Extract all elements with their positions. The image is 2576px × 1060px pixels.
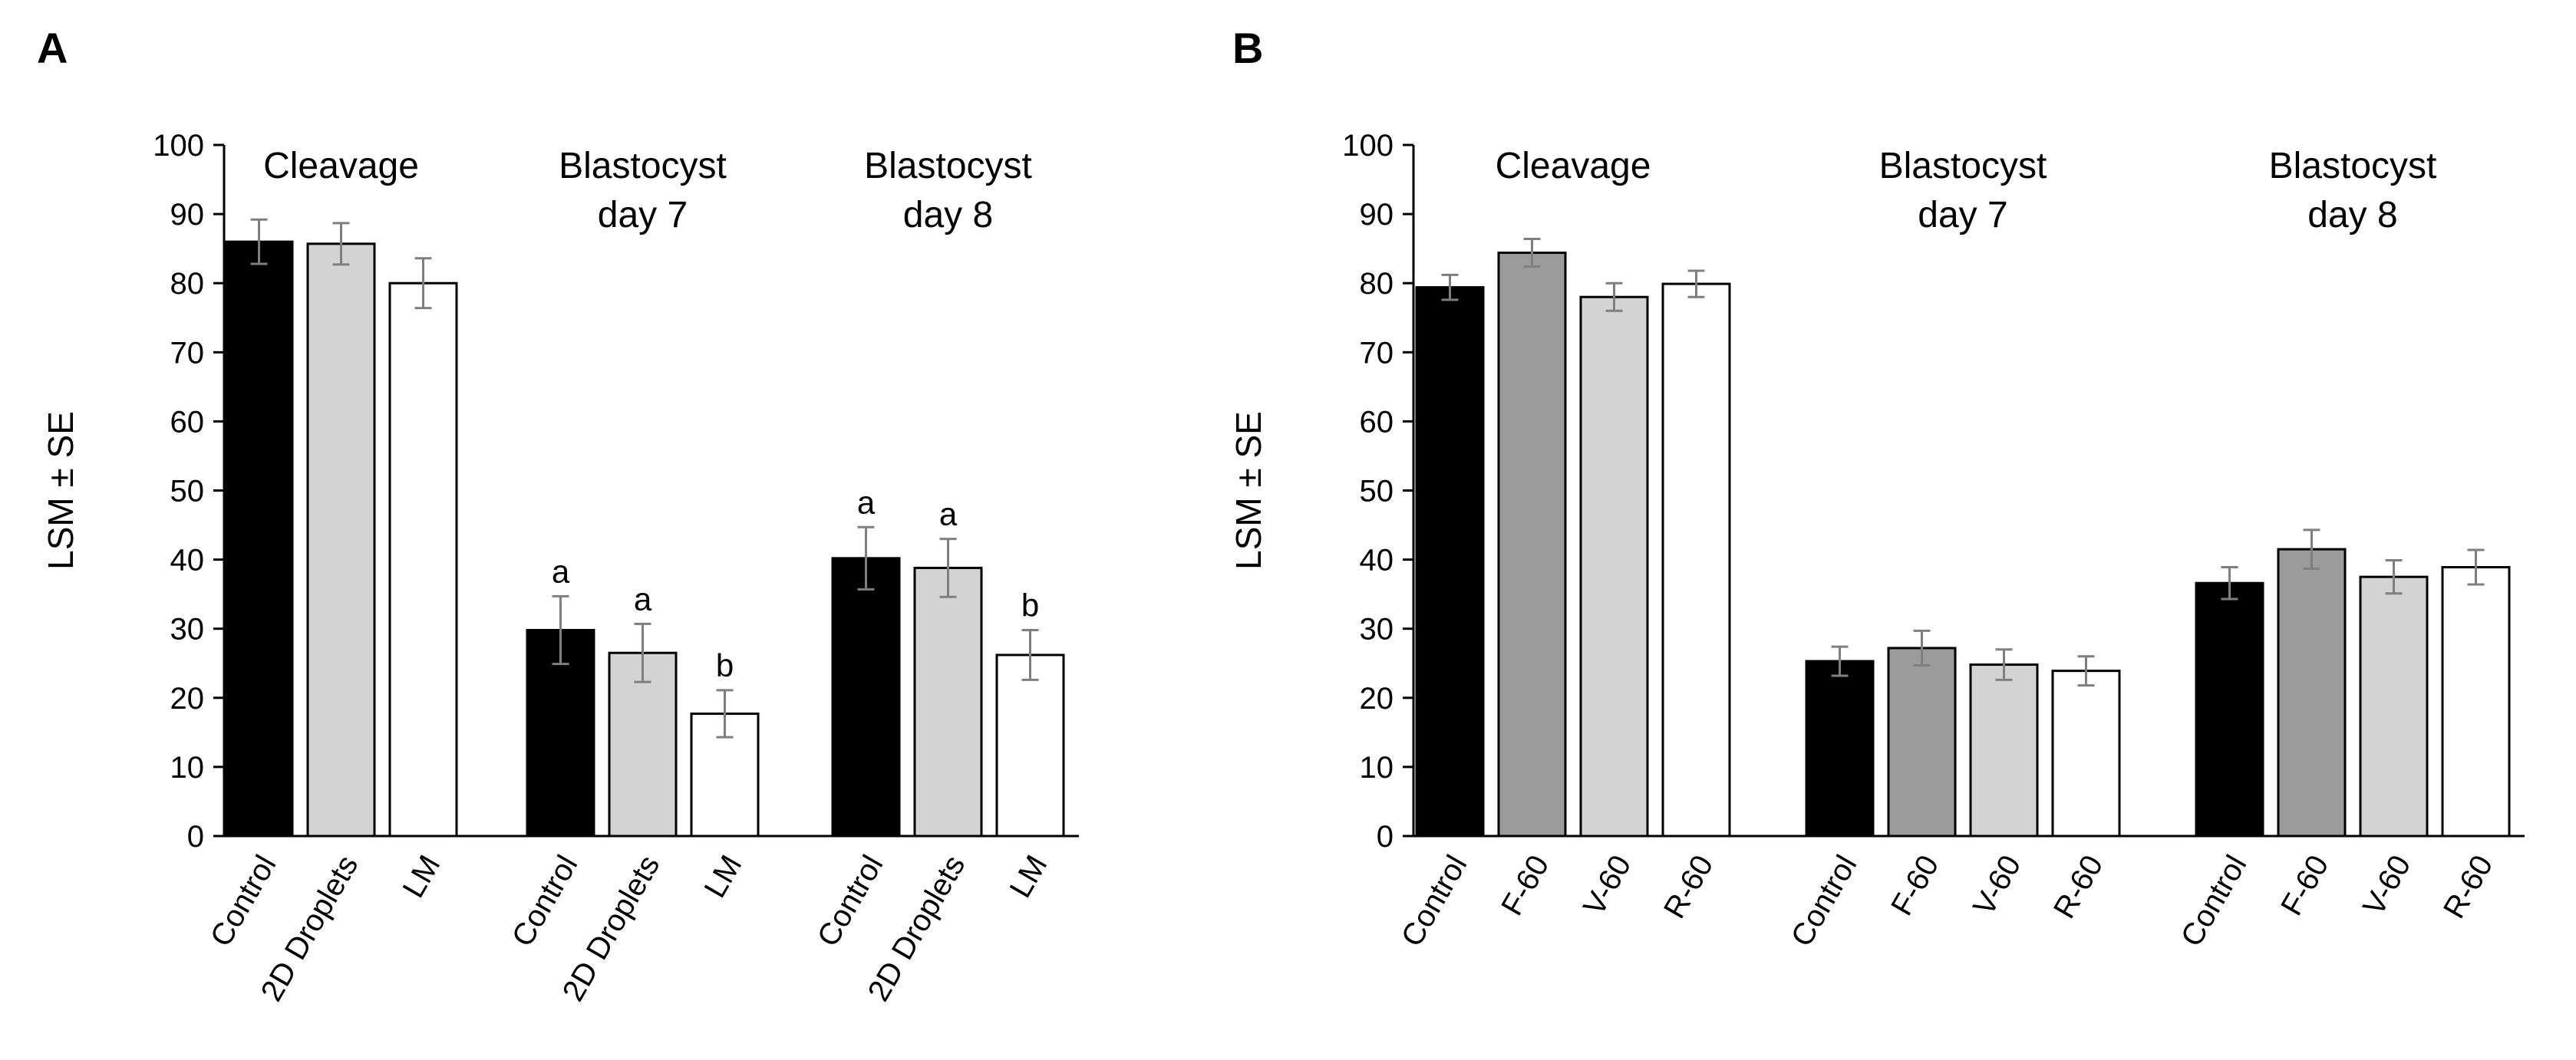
- significance-letter: b: [716, 647, 734, 683]
- y-axis-title: LSM ± SE: [1229, 411, 1268, 570]
- bar: [1969, 663, 2039, 838]
- bar: [608, 651, 678, 838]
- y-tick-label: 100: [153, 129, 204, 163]
- bar: [1579, 295, 1649, 838]
- bar: [388, 281, 458, 838]
- y-tick-label: 90: [1360, 198, 1394, 232]
- bar: [306, 242, 376, 838]
- x-tick-label: LM: [698, 850, 749, 904]
- group-title: Cleavage: [1496, 146, 1651, 186]
- significance-letter: a: [939, 496, 958, 532]
- y-tick-label: 70: [170, 336, 205, 370]
- y-tick-label: 100: [1342, 129, 1394, 163]
- y-tick-label: 70: [1360, 336, 1394, 370]
- x-tick-label: Control: [1395, 850, 1474, 953]
- group-title: day 8: [903, 195, 993, 235]
- panel-letter: A: [37, 24, 68, 72]
- y-tick-label: 30: [1360, 613, 1394, 647]
- bar: [2051, 670, 2121, 838]
- significance-letter: b: [1021, 588, 1039, 624]
- y-tick-label: 50: [1360, 475, 1394, 509]
- y-tick-label: 0: [1377, 820, 1394, 854]
- group-title: Cleavage: [263, 146, 419, 186]
- y-tick-label: 10: [170, 751, 205, 785]
- x-tick-label: Control: [506, 850, 585, 953]
- group-title: Blastocyst: [2269, 146, 2437, 186]
- x-tick-label: V-60: [2357, 850, 2417, 921]
- panel-b: B 0 10 20 30 40 50 60 70 80 90 100 LSM ± SE Cleavage C…: [1229, 24, 2525, 952]
- y-tick-label: 90: [170, 198, 205, 232]
- bar: [1887, 647, 1957, 838]
- y-tick-label: 30: [170, 613, 205, 647]
- significance-letter: a: [634, 581, 652, 617]
- bar: [2277, 548, 2347, 838]
- group-title: day 8: [2307, 195, 2397, 235]
- y-tick-label: 40: [170, 544, 205, 578]
- panel-letter: B: [1232, 24, 1263, 72]
- bar: [1497, 252, 1567, 838]
- x-tick-label: Control: [204, 850, 283, 953]
- y-tick-label: 20: [1360, 682, 1394, 716]
- group-title: day 7: [598, 195, 688, 235]
- bar: [1661, 282, 1731, 838]
- x-tick-label: Control: [2175, 850, 2254, 953]
- group-title: Blastocyst: [1879, 146, 2047, 186]
- panel-a: A 0 10 20 30 40 50 60 70 80 90 100 LSM ± SE Cleavage C…: [37, 24, 1079, 1007]
- y-tick-label: 80: [1360, 267, 1394, 301]
- x-tick-label: V-60: [1967, 850, 2027, 921]
- y-axis-title: LSM ± SE: [41, 411, 81, 570]
- x-tick-label: V-60: [1577, 850, 1638, 921]
- x-tick-label: R-60: [1657, 850, 1720, 924]
- group-title: Blastocyst: [559, 146, 727, 186]
- bar: [2441, 566, 2511, 838]
- y-tick-label: 50: [170, 475, 205, 509]
- x-tick-label: R-60: [2047, 850, 2109, 924]
- x-tick-label: Control: [1785, 850, 1864, 953]
- y-tick-label: 0: [187, 820, 204, 854]
- bar: [224, 240, 294, 838]
- y-tick-label: 60: [1360, 405, 1394, 439]
- x-tick-label: F-60: [1885, 850, 1945, 921]
- group-title: day 7: [1918, 195, 2007, 235]
- bar: [995, 653, 1065, 838]
- significance-letter: a: [552, 553, 570, 589]
- y-tick-label: 60: [170, 405, 205, 439]
- bar: [1805, 660, 1875, 838]
- y-tick-label: 80: [170, 267, 205, 301]
- x-tick-label: LM: [1004, 850, 1054, 904]
- x-tick-label: F-60: [1495, 850, 1555, 921]
- x-tick-label: R-60: [2437, 850, 2499, 924]
- bar: [1415, 286, 1485, 838]
- y-tick-label: 40: [1360, 544, 1394, 578]
- y-tick-label: 20: [170, 682, 205, 716]
- bar: [831, 557, 901, 838]
- bar: [2359, 575, 2429, 838]
- significance-letter: a: [857, 484, 876, 520]
- bar: [2195, 581, 2264, 838]
- x-tick-label: LM: [397, 850, 447, 904]
- x-tick-label: F-60: [2274, 850, 2335, 921]
- y-tick-label: 10: [1360, 751, 1394, 785]
- bar: [913, 566, 983, 838]
- group-title: Blastocyst: [864, 146, 1032, 186]
- x-tick-label: Control: [811, 850, 890, 953]
